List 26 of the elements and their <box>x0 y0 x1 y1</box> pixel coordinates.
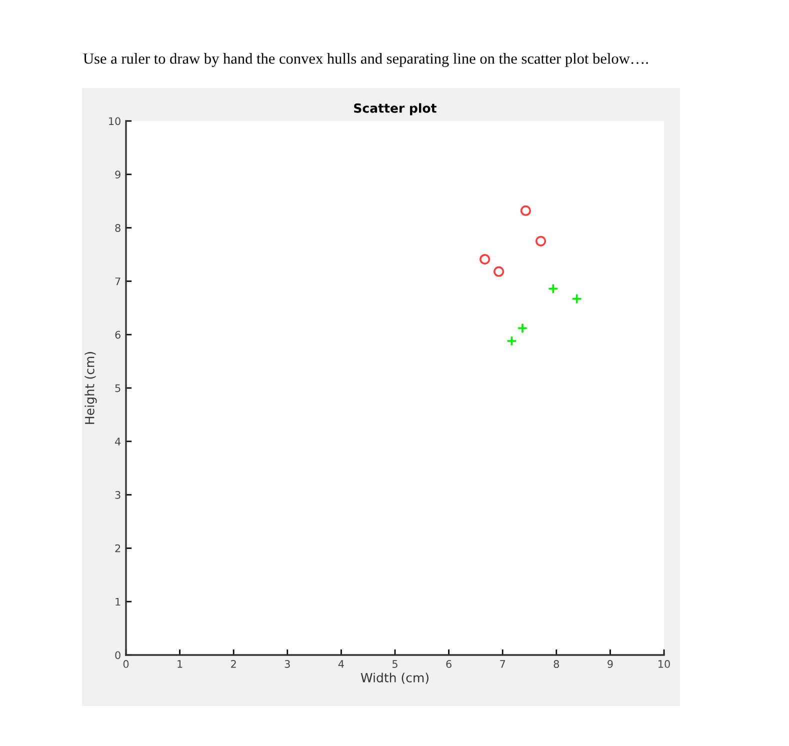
y-tick-label: 5 <box>115 384 120 392</box>
y-tick-label: 0 <box>115 651 120 660</box>
y-tick-label: 3 <box>115 491 120 499</box>
x-tick-label: 8 <box>554 660 559 668</box>
x-tick-label: 1 <box>178 660 182 668</box>
x-tick-label: 4 <box>338 660 344 668</box>
y-tick-label: 10 <box>109 117 120 126</box>
x-tick-label: 5 <box>392 660 398 668</box>
y-tick-label: 4 <box>115 438 121 446</box>
y-tick-label: 9 <box>115 170 120 179</box>
text: Use a ruler to draw by hand the convex hulls and separating line on the scatter plot below…. <box>83 53 648 67</box>
x-tick-label: 3 <box>284 660 290 668</box>
y-tick-label: 8 <box>115 224 120 232</box>
x-tick-label: 2 <box>231 660 236 668</box>
x-tick-label: 0 <box>123 660 129 668</box>
y-tick-label: 7 <box>115 278 120 286</box>
y-tick-label: 2 <box>115 544 120 552</box>
chart-title: Scatter plot <box>354 103 437 116</box>
y-tick-label: 1 <box>116 598 120 606</box>
y-tick-label: 6 <box>115 330 120 339</box>
x-tick-label: 7 <box>500 660 506 668</box>
x-tick-label: 6 <box>446 660 452 668</box>
x-tick-label: 9 <box>608 660 613 668</box>
y-axis-title: Height (cm) <box>84 352 97 424</box>
x-tick-label: 10 <box>658 660 670 668</box>
x-axis-title: Width (cm) <box>360 672 428 684</box>
